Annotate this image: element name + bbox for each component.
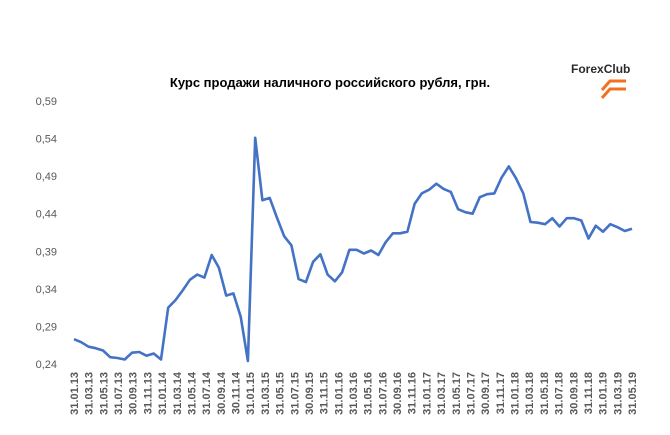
x-tick-label: 31.05.17 [451, 372, 463, 415]
y-axis: 0,24 0,29 0,34 0,39 0,44 0,49 0,54 0,59 [36, 96, 57, 371]
x-tick-label: 31.05.18 [539, 372, 551, 415]
x-tick-label: 31.11.17 [495, 372, 507, 414]
x-tick-label: 31.01.14 [157, 371, 169, 415]
y-tick-label: 0,39 [36, 246, 57, 258]
x-tick-label: 31.01.15 [245, 372, 257, 415]
x-tick-label: 31.11.13 [142, 372, 154, 414]
x-tick-label: 31.01.16 [333, 372, 345, 415]
x-tick-label: 31.01.18 [510, 372, 522, 415]
x-tick-label: 31.11.16 [407, 372, 419, 414]
x-tick-label: 31.07.15 [289, 372, 301, 415]
x-tick-label: 31.01.19 [598, 372, 610, 415]
x-axis: 31.01.13 31.03.13 31.05.13 31.07.13 30.09.13… [69, 371, 639, 415]
x-tick-label: 30.09.16 [392, 372, 404, 415]
x-tick-label: 30.09.15 [304, 372, 316, 415]
x-tick-label: 31.05.15 [275, 372, 287, 415]
series-line [73, 136, 633, 363]
x-tick-label: 31.03.16 [348, 372, 360, 415]
x-tick-label: 31.05.13 [98, 372, 110, 415]
y-tick-label: 0,29 [36, 321, 57, 333]
x-tick-label: 31.07.16 [377, 372, 389, 415]
series-group [73, 136, 633, 363]
y-tick-label: 0,34 [36, 284, 57, 296]
x-tick-label: 30.09.17 [480, 372, 492, 415]
x-tick-label: 31.05.14 [186, 371, 198, 415]
x-tick-label: 31.03.14 [172, 371, 184, 415]
x-tick-label: 31.01.17 [421, 372, 433, 415]
logo-text-club: Club [604, 62, 631, 76]
x-tick-label: 31.01.13 [69, 372, 81, 415]
x-tick-label: 30.09.18 [568, 372, 580, 415]
x-tick-label: 31.03.17 [436, 372, 448, 415]
x-tick-label: 31.07.18 [554, 372, 566, 415]
y-tick-label: 0,54 [36, 134, 57, 146]
x-tick-label: 31.05.19 [627, 372, 639, 415]
x-tick-label: 31.07.13 [113, 372, 125, 415]
x-tick-label: 31.03.18 [524, 372, 536, 415]
x-tick-label: 30.09.14 [216, 371, 228, 415]
x-tick-label: 31.11.18 [583, 372, 595, 414]
x-tick-label: 31.03.15 [260, 372, 272, 415]
logo-text-forex: Forex [571, 62, 604, 76]
y-tick-label: 0,49 [36, 171, 57, 183]
chart-title: Курс продажи наличного российского рубля… [170, 75, 490, 90]
x-tick-label: 31.11.15 [319, 372, 331, 414]
y-tick-label: 0,59 [36, 96, 57, 108]
y-tick-label: 0,44 [36, 209, 57, 221]
x-tick-label: 31.07.17 [465, 372, 477, 415]
logo-wordmark: ForexClub [571, 62, 630, 76]
x-tick-label: 30.09.13 [128, 372, 140, 415]
x-tick-label: 31.05.16 [363, 372, 375, 415]
y-tick-label: 0,24 [36, 359, 57, 371]
x-tick-label: 30.11.14 [231, 371, 243, 414]
x-tick-label: 31.03.13 [84, 372, 96, 415]
forexclub-logo: ForexClub [571, 62, 630, 99]
x-tick-label: 31.03.19 [612, 372, 624, 415]
x-tick-label: 31.07.14 [201, 371, 213, 415]
stairs-icon [600, 79, 626, 99]
